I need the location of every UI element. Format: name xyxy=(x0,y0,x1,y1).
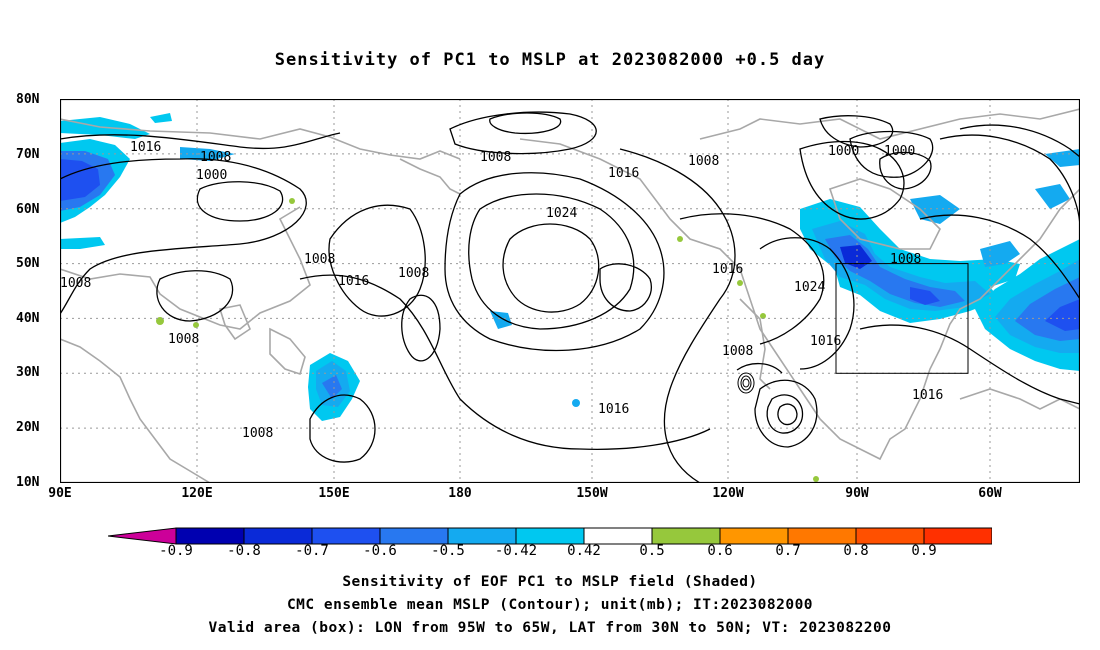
lat-label-40n: 40N xyxy=(16,311,40,326)
contour-label: 1000 xyxy=(828,144,859,159)
caption-valid-area: Valid area (box): LON from 95W to 65W, L… xyxy=(208,620,892,636)
lat-label-60n: 60N xyxy=(16,202,40,217)
contour-label: 1016 xyxy=(598,402,629,417)
coastlines xyxy=(60,108,1080,483)
colorbar-cell xyxy=(175,527,245,545)
valid-area-box xyxy=(835,263,969,374)
contour-label: 1016 xyxy=(338,274,369,289)
contour-label: 1008 xyxy=(200,150,231,165)
lat-label-80n: 80N xyxy=(16,92,40,107)
lat-label-10n: 10N xyxy=(16,475,40,490)
contour-label: 1000 xyxy=(196,168,227,183)
colorbar-cell xyxy=(311,527,381,545)
contour-label: 1008 xyxy=(480,150,511,165)
contour-label: 1016 xyxy=(130,140,161,155)
colorbar-label: 0.9 xyxy=(911,543,937,559)
contour-label: 1016 xyxy=(912,388,943,403)
lat-label-70n: 70N xyxy=(16,147,40,162)
contour-label: 1008 xyxy=(890,252,921,267)
contour-label: 1008 xyxy=(242,426,273,441)
colorbar-label: -0.42 xyxy=(494,543,538,559)
mslp-contours xyxy=(60,111,1080,483)
lon-label-150e: 150E xyxy=(318,486,350,501)
colorbar-label: -0.8 xyxy=(227,543,261,559)
lon-label-180: 180 xyxy=(448,486,472,501)
colorbar-cell xyxy=(923,527,992,545)
lon-label-120e: 120E xyxy=(181,486,213,501)
mslp-sensitivity-map: 1016 1008 1000 1008 1024 1016 1008 1000 … xyxy=(60,99,1080,483)
colorbar-label: 0.5 xyxy=(639,543,665,559)
contour-label: 1000 xyxy=(884,144,915,159)
caption-contour: CMC ensemble mean MSLP (Contour); unit(m… xyxy=(286,597,814,613)
lon-label-60w: 60W xyxy=(978,486,1002,501)
contour-label: 1008 xyxy=(722,344,753,359)
colorbar-label: -0.9 xyxy=(159,543,193,559)
lat-label-30n: 30N xyxy=(16,365,40,380)
colorbar-label: 0.8 xyxy=(843,543,869,559)
colorbar-label: -0.6 xyxy=(363,543,397,559)
colorbar xyxy=(108,527,992,545)
colorbar-cell xyxy=(243,527,313,545)
contour-label: 1016 xyxy=(712,262,743,277)
contour-label: 1016 xyxy=(810,334,841,349)
contour-label: 1016 xyxy=(608,166,639,181)
colorbar-label: -0.7 xyxy=(295,543,329,559)
contour-label: 1008 xyxy=(168,332,199,347)
graticule xyxy=(60,99,1080,483)
map-title: Sensitivity of PC1 to MSLP at 2023082000… xyxy=(274,50,826,70)
lon-label-90e: 90E xyxy=(48,486,72,501)
lon-label-120w: 120W xyxy=(712,486,744,501)
colorbar-label: -0.5 xyxy=(431,543,465,559)
lat-label-20n: 20N xyxy=(16,420,40,435)
colorbar-cell xyxy=(719,527,789,545)
caption-sensitivity: Sensitivity of EOF PC1 to MSLP field (Sh… xyxy=(342,574,758,590)
lat-label-50n: 50N xyxy=(16,256,40,271)
cyclone-center xyxy=(737,372,755,394)
colorbar-cell xyxy=(651,527,721,545)
colorbar-cell xyxy=(787,527,857,545)
contour-label: 1008 xyxy=(304,252,335,267)
colorbar-cell xyxy=(515,527,585,545)
contour-label: 1024 xyxy=(546,206,577,221)
lon-label-150w: 150W xyxy=(576,486,608,501)
contour-label: 1008 xyxy=(688,154,719,169)
colorbar-cell xyxy=(379,527,449,545)
colorbar-label: 0.6 xyxy=(707,543,733,559)
colorbar-cell xyxy=(108,527,177,545)
colorbar-label: 0.7 xyxy=(775,543,801,559)
lon-label-90w: 90W xyxy=(845,486,869,501)
colorbar-cell xyxy=(447,527,517,545)
colorbar-cell xyxy=(855,527,925,545)
contour-label: 1008 xyxy=(60,276,91,291)
colorbar-label: 0.42 xyxy=(567,543,601,559)
contour-label: 1024 xyxy=(794,280,825,295)
contour-label: 1008 xyxy=(398,266,429,281)
colorbar-cell xyxy=(583,527,653,545)
map-frame xyxy=(60,99,1080,483)
